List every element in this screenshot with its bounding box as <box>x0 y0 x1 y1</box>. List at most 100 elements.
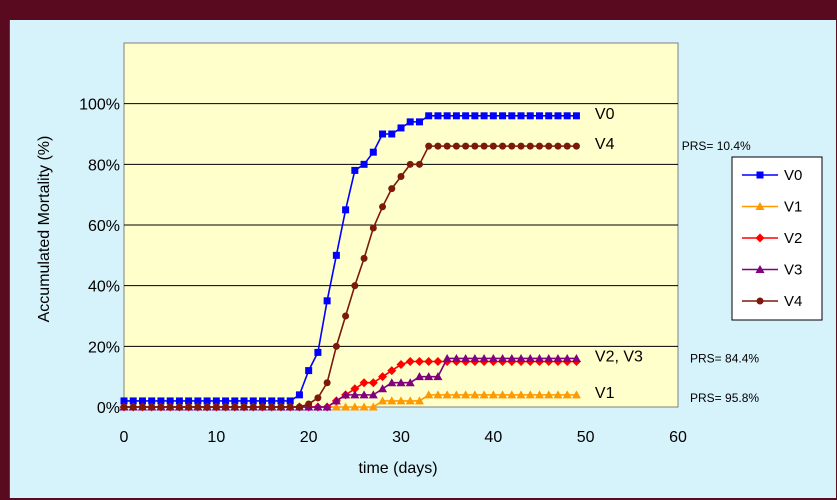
series-layer <box>119 112 581 412</box>
data-point <box>433 357 443 366</box>
data-point <box>277 403 285 411</box>
data-point <box>368 402 378 411</box>
data-point <box>323 297 331 305</box>
data-point <box>286 397 294 405</box>
data-point <box>396 360 406 370</box>
y-tick-label: 80% <box>88 157 120 174</box>
data-point <box>462 142 470 150</box>
data-point <box>120 403 128 411</box>
data-point <box>378 372 388 382</box>
y-tick-label: 20% <box>88 339 120 356</box>
data-point <box>480 142 488 150</box>
data-point <box>498 390 508 399</box>
data-point <box>185 397 193 405</box>
data-point <box>379 130 387 138</box>
data-point <box>212 397 220 405</box>
data-point <box>295 391 303 399</box>
data-point <box>240 403 248 411</box>
data-point <box>406 160 414 168</box>
legend-item-v1: V1 <box>742 199 802 216</box>
axes: 0% 20% 40% 60% 80% 100% 0 10 20 30 40 50 60 <box>79 97 687 446</box>
data-point <box>240 397 248 405</box>
data-point <box>277 397 285 405</box>
data-point <box>526 112 534 120</box>
data-point <box>305 367 313 375</box>
data-point <box>268 403 276 411</box>
data-point <box>415 118 423 126</box>
data-point <box>480 112 488 120</box>
data-point <box>129 403 137 411</box>
data-point <box>259 403 266 411</box>
data-point <box>203 397 211 405</box>
data-point <box>571 353 581 362</box>
data-point <box>379 203 387 211</box>
legend-item-v0: V0 <box>742 167 802 184</box>
legend-label: V1 <box>784 199 802 216</box>
data-point <box>544 353 554 362</box>
data-point <box>341 402 351 411</box>
data-point <box>360 160 368 168</box>
data-point <box>425 142 433 150</box>
data-point <box>351 166 359 174</box>
data-point <box>249 403 257 411</box>
data-point <box>451 390 461 399</box>
data-point <box>517 112 525 120</box>
data-point <box>517 142 525 150</box>
legend: V0 V1 V2 V3 V4 <box>731 156 823 321</box>
x-axis-title: time (days) <box>358 460 437 477</box>
data-point <box>471 112 479 120</box>
grid-lines <box>124 103 678 347</box>
data-point <box>396 396 406 405</box>
annotation-layer: V0 V4 V2, V3 V1 PRS= 10.4% PRS= 84.4% PRS= 95.… <box>595 106 759 405</box>
data-point <box>498 353 508 362</box>
data-point <box>507 390 517 399</box>
data-point <box>268 397 276 405</box>
y-tick-label: 100% <box>79 97 120 114</box>
data-point <box>470 353 480 362</box>
data-point <box>369 148 377 156</box>
data-point <box>488 390 498 399</box>
data-point <box>499 142 507 150</box>
data-point <box>571 390 581 399</box>
data-point <box>535 353 544 362</box>
data-point <box>148 403 156 411</box>
legend-label: V0 <box>784 167 802 184</box>
data-point <box>516 390 526 399</box>
data-point <box>433 390 443 399</box>
data-point <box>452 112 460 120</box>
x-tick-label: 0 <box>120 429 129 446</box>
data-point <box>508 112 516 120</box>
data-point <box>388 130 396 138</box>
data-point <box>442 390 452 399</box>
data-point <box>553 390 563 399</box>
data-point <box>471 142 479 150</box>
prs-label: PRS= 84.4% <box>690 351 759 365</box>
data-point <box>479 390 489 399</box>
data-point <box>405 357 415 366</box>
data-point <box>406 118 414 126</box>
legend-item-v2: V2 <box>742 230 802 247</box>
data-point <box>397 124 405 132</box>
data-point <box>499 112 507 120</box>
series-end-label: V0 <box>595 106 615 123</box>
data-point <box>194 397 202 405</box>
data-point <box>525 353 535 362</box>
legend-marker <box>755 265 765 273</box>
data-point <box>175 397 183 405</box>
series-end-label: V1 <box>595 385 615 402</box>
data-point <box>443 112 451 120</box>
data-point <box>425 112 433 120</box>
data-point <box>396 378 406 387</box>
data-point <box>350 384 360 394</box>
data-point <box>222 403 230 411</box>
data-point <box>129 397 137 405</box>
data-point <box>470 390 480 399</box>
data-point <box>313 402 323 411</box>
data-point <box>342 206 350 214</box>
y-tick-label: 0% <box>97 400 120 417</box>
x-tick-label: 60 <box>669 429 687 446</box>
data-point <box>434 142 442 150</box>
data-point <box>148 397 156 405</box>
data-point <box>563 142 571 150</box>
